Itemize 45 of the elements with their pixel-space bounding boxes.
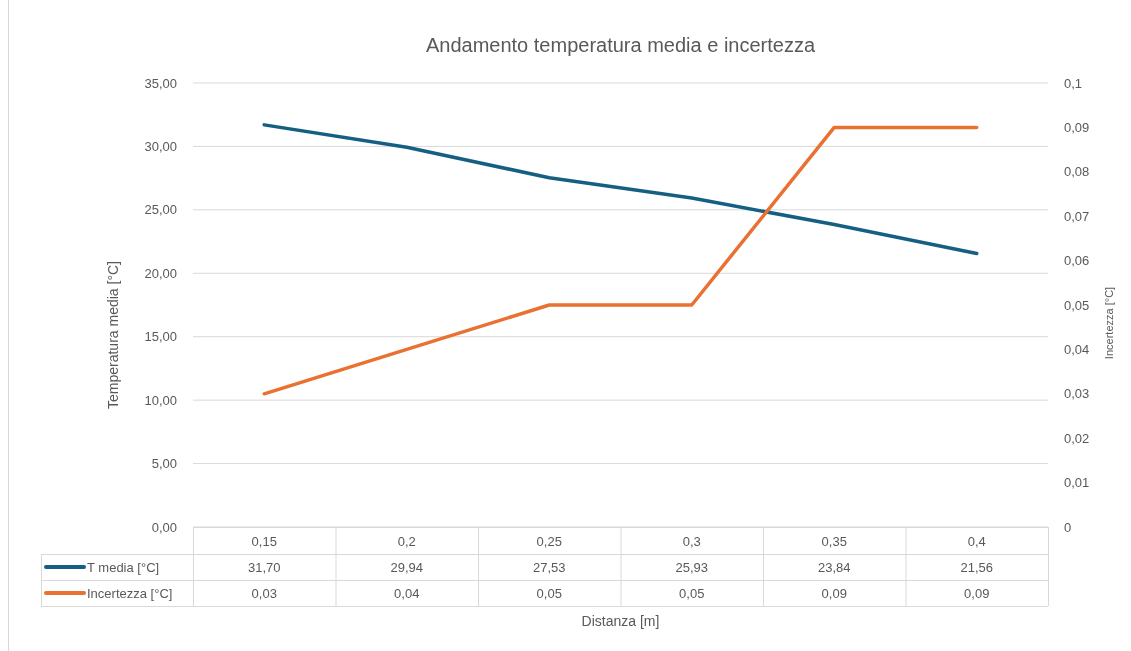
y-tick-label: 35,00 — [144, 75, 177, 91]
x-tick-label: 0,2 — [397, 533, 416, 549]
y-tick-label: 30,00 — [144, 138, 177, 154]
y-tick-label: 15,00 — [144, 329, 177, 345]
legend-label: Incertezza [°C] — [87, 585, 173, 601]
y2-tick-label: 0,04 — [1064, 341, 1090, 357]
x-tick-label: 0,3 — [682, 533, 701, 549]
data-label: 0,05 — [679, 585, 705, 601]
x-tick-label: 0,15 — [251, 533, 277, 549]
chart-title: Andamento temperatura media e incertezza — [425, 34, 816, 56]
y2-tick-label: 0,02 — [1064, 430, 1090, 446]
y2-tick-label: 0,06 — [1064, 253, 1090, 269]
data-label: 0,04 — [394, 585, 420, 601]
y-tick-label: 25,00 — [144, 202, 177, 218]
data-label: 23,84 — [817, 559, 851, 575]
y-tick-label: 5,00 — [151, 456, 177, 472]
line-series — [262, 123, 979, 256]
data-label: 25,93 — [675, 559, 709, 575]
data-label: 0,05 — [536, 585, 562, 601]
data-label: 0,09 — [821, 585, 847, 601]
y2-tick-label: 0,08 — [1064, 164, 1090, 180]
x-axis-title: Distanza [m] — [581, 613, 660, 629]
y-axis-title: Temperatura media [°C] — [105, 261, 121, 409]
x-tick-label: 0,25 — [536, 533, 562, 549]
data-label: 21,56 — [960, 559, 994, 575]
y-tick-label: 10,00 — [144, 392, 177, 408]
data-label: 0,09 — [964, 585, 990, 601]
x-tick-label: 0,35 — [821, 533, 847, 549]
legend-label: T media [°C] — [87, 559, 160, 575]
y2-tick-label: 0,1 — [1064, 75, 1083, 91]
y-tick-label: 0,00 — [151, 519, 177, 535]
y2-tick-label: 0 — [1064, 519, 1072, 535]
data-label: 31,70 — [247, 559, 281, 575]
y2-tick-label: 0,03 — [1064, 386, 1090, 402]
y2-tick-label: 0,05 — [1064, 297, 1090, 313]
line-series — [262, 125, 979, 396]
data-label: 0,03 — [251, 585, 277, 601]
y2-tick-label: 0,01 — [1064, 475, 1090, 491]
y2-tick-label: 0,07 — [1064, 208, 1090, 224]
data-label: 27,53 — [532, 559, 566, 575]
y2-axis-title: Incertezza [°C] — [1103, 286, 1115, 360]
y2-tick-label: 0,09 — [1064, 119, 1090, 135]
data-label: 29,94 — [390, 559, 424, 575]
y-tick-label: 20,00 — [144, 265, 177, 281]
x-tick-label: 0,4 — [967, 533, 986, 549]
